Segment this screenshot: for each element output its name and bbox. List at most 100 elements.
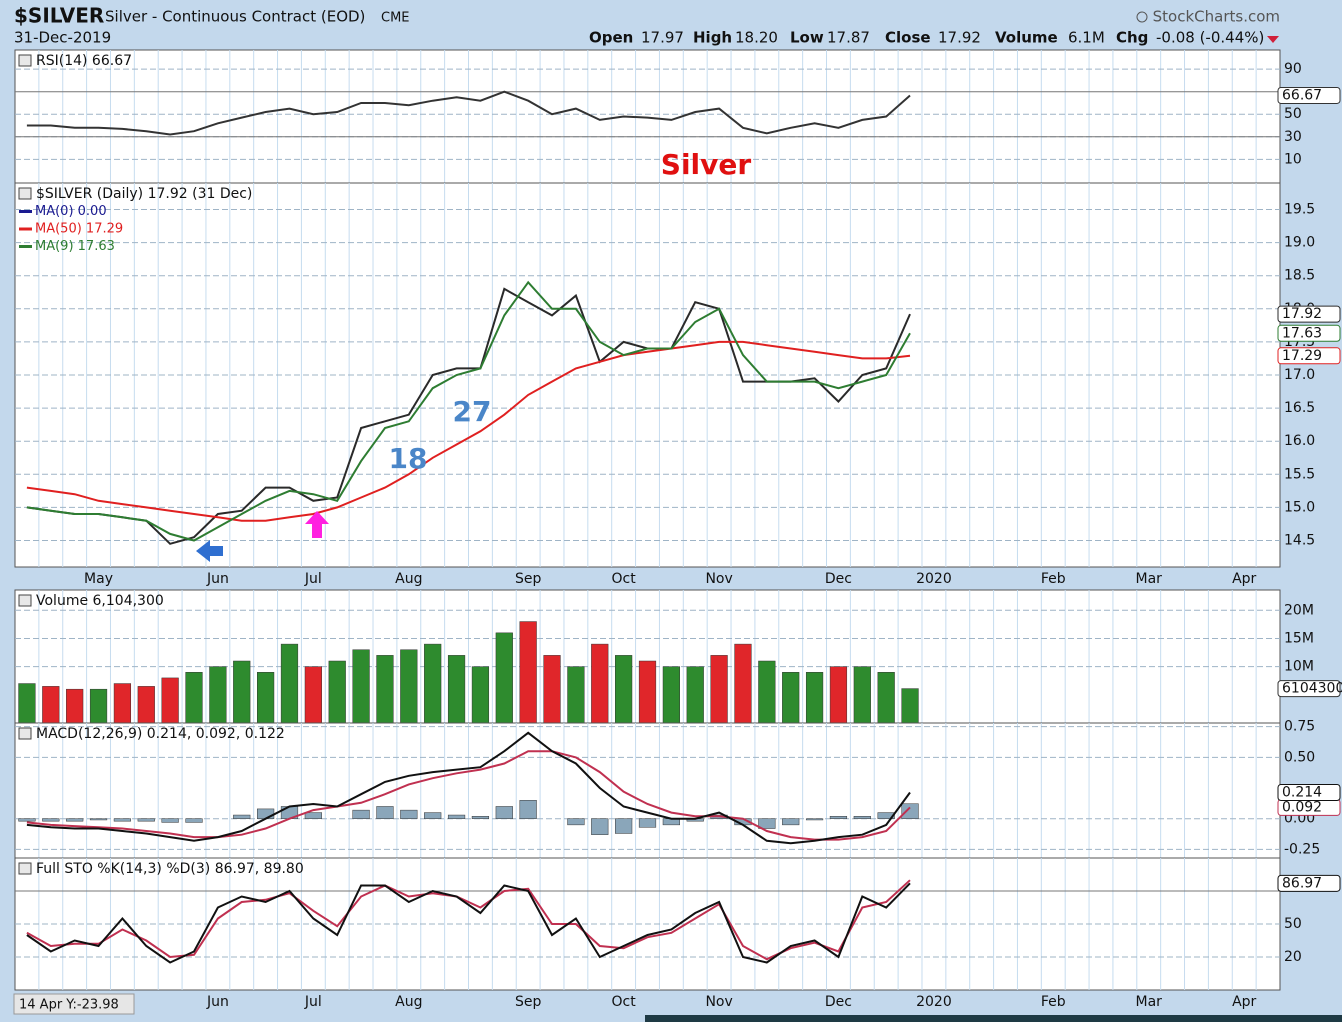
bar <box>89 818 108 821</box>
bar <box>758 818 776 829</box>
bar <box>662 666 680 724</box>
bar <box>352 649 370 724</box>
quote-value: -0.08 (-0.44%) <box>1156 29 1264 47</box>
x-tick-label: Mar <box>1136 571 1163 587</box>
bar <box>137 818 155 822</box>
series-line <box>26 90 911 136</box>
x-tick-label: Jul <box>304 571 322 587</box>
y-tick-label: -0.25 <box>1284 841 1320 857</box>
y-tick-label: 15M <box>1284 630 1314 646</box>
bar <box>113 683 132 724</box>
panel-legend: RSI(14) 66.67 <box>36 53 132 69</box>
y-tick-label: 10 <box>1284 151 1302 167</box>
bar <box>42 686 60 724</box>
x-tick-label: Feb <box>1041 571 1066 587</box>
x-tick-label: Mar <box>1136 994 1163 1010</box>
bar <box>853 816 871 819</box>
panel-legend: Volume 6,104,300 <box>36 593 164 609</box>
legend-label: MA(9) 17.63 <box>35 239 115 254</box>
bar <box>18 818 36 822</box>
bar <box>805 818 824 821</box>
quote-value: 17.87 <box>827 29 870 47</box>
quote-label: High <box>693 29 732 47</box>
legend-icon <box>18 594 32 607</box>
value-badge-label: 6104300 <box>1282 681 1342 697</box>
change-arrow <box>1267 36 1279 43</box>
y-tick-label: 0.75 <box>1284 719 1315 735</box>
bar <box>734 643 752 724</box>
bar <box>638 818 657 828</box>
bar <box>495 806 513 819</box>
bar <box>519 621 537 724</box>
y-tick-label: 15.0 <box>1284 499 1315 515</box>
bar <box>113 818 132 822</box>
quote-label: Close <box>885 29 931 47</box>
x-tick-label: Jun <box>206 994 229 1010</box>
bar <box>495 632 513 724</box>
x-tick-label: 2020 <box>916 994 952 1010</box>
bar <box>376 806 394 819</box>
bar <box>185 818 203 823</box>
quote-value: 6.1M <box>1068 29 1105 47</box>
value-badge <box>1277 305 1341 323</box>
bar <box>901 803 919 819</box>
bar <box>591 818 609 835</box>
y-tick-label: 16.0 <box>1284 433 1315 449</box>
tooltip-text: 14 Apr Y:-23.98 <box>19 998 119 1013</box>
bar <box>447 814 466 819</box>
bar <box>400 809 418 819</box>
x-tick-label: Jul <box>304 994 322 1010</box>
bar <box>758 660 776 724</box>
y-tick-label: 50 <box>1284 916 1302 932</box>
x-tick-label: Dec <box>825 994 852 1010</box>
y-tick-label: 90 <box>1284 61 1302 77</box>
value-badge <box>1277 324 1341 342</box>
bar <box>901 688 919 724</box>
bar <box>185 672 203 724</box>
y-tick-label: 14.5 <box>1284 533 1315 549</box>
panel-legend: $SILVER (Daily) 17.92 (31 Dec) <box>36 186 252 202</box>
bar <box>710 655 728 724</box>
bar <box>567 818 585 826</box>
x-tick-label: Oct <box>612 571 637 587</box>
series-line <box>26 340 911 522</box>
value-badge <box>1277 86 1341 104</box>
x-tick-label: Nov <box>705 994 732 1010</box>
x-tick-label: 2020 <box>916 571 952 587</box>
quote-value: 18.20 <box>735 29 778 47</box>
y-tick-label: 16.5 <box>1284 400 1315 416</box>
value-badge <box>1277 347 1341 365</box>
x-tick-label: Jun <box>206 571 229 587</box>
panel <box>14 49 1281 184</box>
bar <box>424 643 442 724</box>
bar <box>161 677 179 724</box>
bar <box>805 672 824 724</box>
source: StockCharts.com <box>1153 8 1280 26</box>
annotation: Silver <box>661 148 752 181</box>
x-tick-label: Apr <box>1232 571 1256 587</box>
plots: 10 30 50 90 66.67 RSI(14) 66.67 14.5 15.0 15.5 16… <box>14 49 1342 1010</box>
symbol: $SILVER <box>14 4 104 28</box>
series-line <box>26 750 911 841</box>
annotation: 18 <box>389 442 428 475</box>
bar <box>829 666 848 724</box>
bar <box>782 818 800 826</box>
value-badge <box>1277 680 1341 698</box>
x-tick-label: May <box>84 571 113 587</box>
x-tick-label: Aug <box>395 994 422 1010</box>
x-tick-label: Nov <box>705 571 732 587</box>
bar <box>66 688 84 724</box>
annotation: 27 <box>453 395 492 428</box>
value-badge-label: 0.214 <box>1282 784 1322 800</box>
bar <box>42 818 60 822</box>
bar <box>471 816 490 819</box>
series-line <box>26 280 911 542</box>
bar <box>376 655 394 724</box>
bar <box>257 672 275 724</box>
quote-label: Open <box>589 29 633 47</box>
x-tick-label: Apr <box>1232 994 1256 1010</box>
bar <box>304 812 322 819</box>
bar <box>137 686 155 724</box>
legend-label: MA(0) 0.00 <box>35 204 107 219</box>
